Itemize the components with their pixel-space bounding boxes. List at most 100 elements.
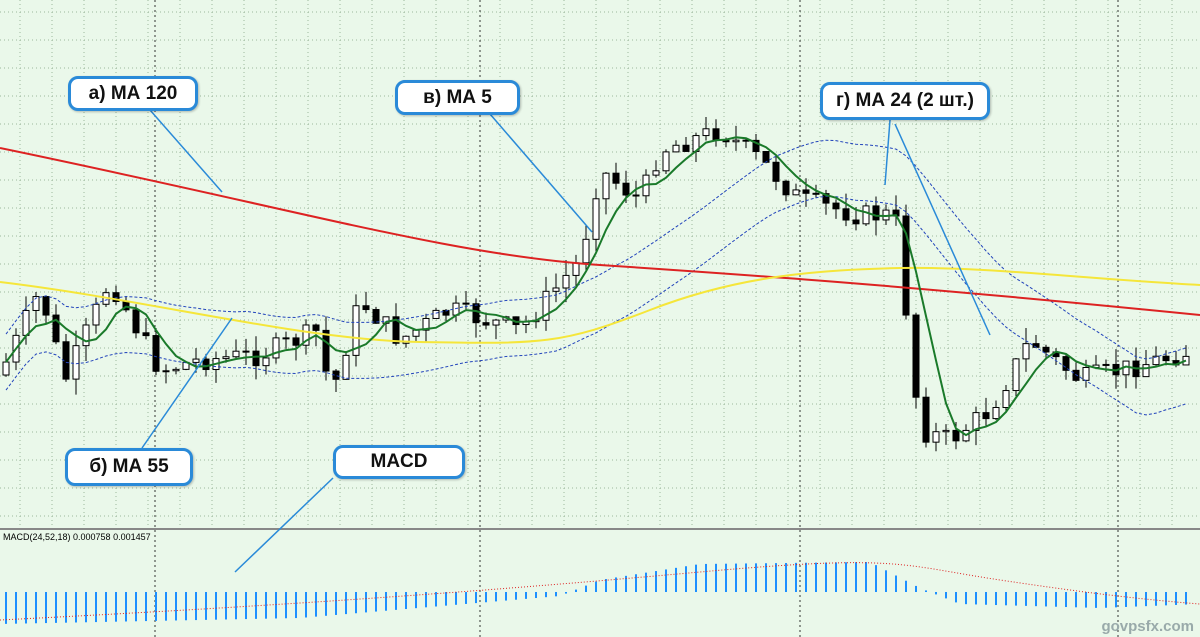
candle-body	[952, 429, 960, 442]
callout-ma24: г) МА 24 (2 шт.)	[820, 82, 990, 120]
candle-body	[562, 274, 570, 289]
candle-body	[342, 354, 350, 380]
candle-body	[242, 350, 250, 353]
candle-body	[32, 296, 40, 311]
candle-body	[392, 316, 400, 344]
candle-body	[752, 139, 760, 153]
candle-body	[262, 357, 270, 367]
candle-body	[202, 358, 210, 371]
candle-body	[602, 172, 610, 200]
candle-body	[872, 205, 880, 221]
candle-body	[762, 151, 770, 163]
candle-body	[282, 337, 290, 340]
callout-ma5: в) МА 5	[395, 80, 520, 115]
candle-body	[1022, 343, 1030, 360]
candle-body	[472, 303, 480, 324]
candle-body	[322, 329, 330, 372]
candle-body	[902, 215, 910, 316]
candle-body	[822, 193, 830, 204]
candle-body	[652, 170, 660, 176]
callout-pointer	[884, 119, 891, 186]
candle-body	[402, 335, 410, 344]
watermark: govpsfx.com	[1101, 618, 1194, 635]
callout-ma120: а) МА 120	[68, 76, 198, 111]
candle-body	[702, 128, 710, 137]
candle-body	[812, 192, 820, 195]
candle-body	[362, 305, 370, 311]
candle-body	[1102, 363, 1110, 366]
candle-body	[132, 309, 140, 334]
candle-body	[112, 292, 120, 302]
candle-body	[172, 368, 180, 372]
indicator-label: MACD(24,52,18) 0.000758 0.001457	[3, 532, 151, 542]
candle-body	[922, 396, 930, 443]
ma55	[0, 266, 1200, 344]
candle-body	[982, 412, 990, 420]
candle-body	[1002, 390, 1010, 409]
candle-body	[272, 337, 280, 359]
candle-body	[482, 322, 490, 326]
candle-body	[1142, 364, 1150, 378]
candle-body	[42, 296, 50, 316]
candle-body	[622, 182, 630, 196]
candle-body	[1162, 355, 1170, 362]
callout-pointer	[234, 477, 334, 573]
candle-body	[862, 205, 870, 225]
candle-body	[1042, 346, 1050, 353]
candle-body	[612, 172, 620, 184]
candle-body	[572, 262, 580, 276]
candle-body	[492, 319, 500, 326]
candle-body	[682, 144, 690, 152]
callout-pointer	[149, 109, 223, 193]
ma24-upper	[5, 139, 1187, 360]
candle-body	[842, 208, 850, 221]
candle-body	[942, 429, 950, 433]
callout-macd: MACD	[333, 445, 465, 479]
candle-body	[1072, 369, 1080, 381]
ma5	[5, 136, 1187, 437]
candle-body	[422, 317, 430, 331]
candle-body	[782, 180, 790, 196]
candle-body	[192, 358, 200, 363]
candle-body	[802, 189, 810, 194]
candle-body	[352, 305, 360, 356]
ma120	[0, 147, 1200, 316]
callout-ma55: б) МА 55	[65, 448, 193, 486]
candle-body	[592, 198, 600, 240]
candle-body	[302, 324, 310, 346]
candle-body	[1062, 356, 1070, 371]
candle-body	[732, 139, 740, 143]
candle-body	[1082, 367, 1090, 381]
candle-body	[222, 356, 230, 360]
candle-body	[712, 128, 720, 141]
candle-body	[542, 290, 550, 321]
candle-body	[72, 345, 80, 380]
candle-body	[852, 219, 860, 225]
candle-body	[152, 335, 160, 372]
candle-body	[1012, 358, 1020, 392]
candle-body	[1152, 355, 1160, 366]
candle-body	[232, 350, 240, 358]
candle-body	[632, 194, 640, 197]
candle-body	[372, 309, 380, 324]
candle-body	[292, 337, 300, 346]
candle-body	[162, 370, 170, 373]
callout-pointer	[894, 123, 991, 336]
ma24-lower	[5, 195, 1187, 416]
candle-body	[412, 329, 420, 337]
candle-body	[252, 350, 260, 367]
macd-signal	[0, 562, 1200, 621]
candle-body	[462, 302, 470, 305]
candle-body	[792, 189, 800, 196]
candle-body	[82, 324, 90, 347]
candle-body	[22, 309, 30, 336]
candle-body	[92, 303, 100, 326]
callout-pointer	[141, 317, 233, 449]
candle-body	[52, 314, 60, 343]
candle-body	[142, 332, 150, 337]
candle-body	[552, 287, 560, 292]
candle-body	[2, 361, 10, 376]
candle-body	[312, 324, 320, 331]
